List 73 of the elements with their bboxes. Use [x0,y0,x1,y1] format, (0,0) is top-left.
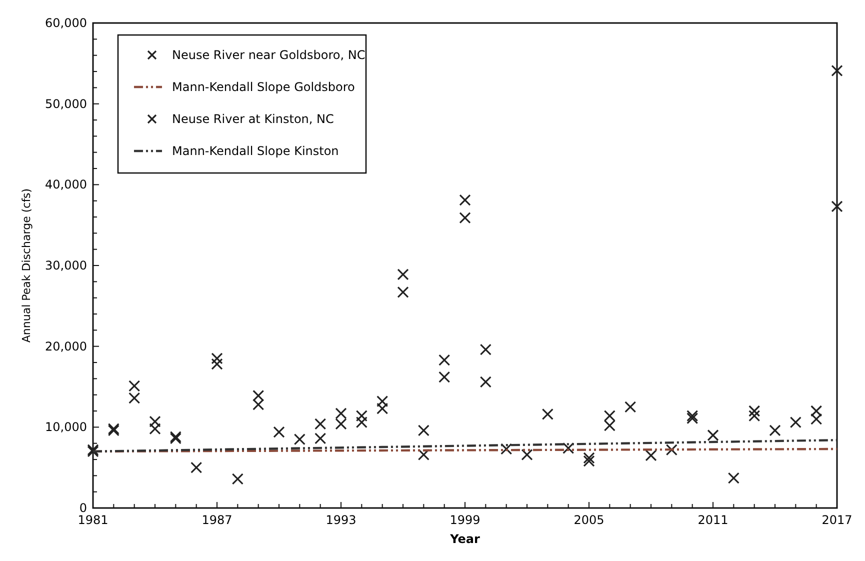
y-tick-label: 10,000 [45,420,87,434]
point [686,412,698,424]
y-tick-label: 30,000 [45,258,87,272]
point [480,376,492,388]
point [583,455,595,467]
y-tick-label: 60,000 [45,16,87,30]
point [314,432,326,444]
point [748,405,760,417]
point [748,410,760,422]
point [294,433,306,446]
legend-label: Mann-Kendall Slope Kinston [172,144,339,158]
point [149,416,161,428]
point [335,408,347,420]
point [810,413,822,425]
point [418,424,430,436]
point [624,401,636,413]
point [376,402,388,414]
point [583,452,595,464]
point [604,420,616,432]
point [542,408,554,420]
point [128,380,140,392]
point [335,418,347,430]
point [397,286,409,298]
point [604,410,616,422]
point [645,450,657,462]
y-tick-label: 20,000 [45,339,87,354]
point [438,354,450,366]
y-tick-label: 40,000 [45,178,87,192]
point [128,392,140,404]
point [438,371,450,383]
point [356,416,368,428]
x-tick-label: 1987 [202,513,232,527]
point [728,472,740,484]
point [562,442,574,454]
point [211,352,223,364]
x-tick-label: 2011 [698,513,728,527]
point [769,424,781,436]
point [211,358,223,370]
point [190,462,202,474]
y-axis-title: Annual Peak Discharge (cfs) [20,188,33,343]
point [252,398,264,410]
point [480,344,492,356]
point [459,212,471,224]
legend-label: Neuse River at Kinston, NC [172,112,334,126]
y-tick-label: 0 [79,501,87,515]
point [376,396,388,408]
point [273,426,285,438]
point [500,443,512,455]
point [831,64,843,76]
point [790,416,802,428]
point [810,405,822,417]
point [356,410,368,422]
x-tick-label: 1981 [78,513,108,527]
point [149,422,161,435]
x-tick-label: 2005 [574,513,604,527]
legend-label: Mann-Kendall Slope Goldsboro [172,80,355,94]
point [521,448,533,460]
point [314,418,326,430]
x-axis-title: Year [449,532,480,546]
point [397,268,409,280]
x-tick-label: 1999 [450,513,480,527]
x-tick-label: 2017 [822,513,852,527]
point [232,473,244,485]
x-tick-label: 1993 [326,513,356,527]
point [666,444,678,456]
point [831,200,843,212]
point [418,448,430,460]
legend-label: Neuse River near Goldsboro, NC [172,48,366,62]
point [686,410,698,422]
y-tick-label: 50,000 [45,96,87,111]
point [707,429,719,442]
point [252,390,264,402]
point [459,194,471,206]
